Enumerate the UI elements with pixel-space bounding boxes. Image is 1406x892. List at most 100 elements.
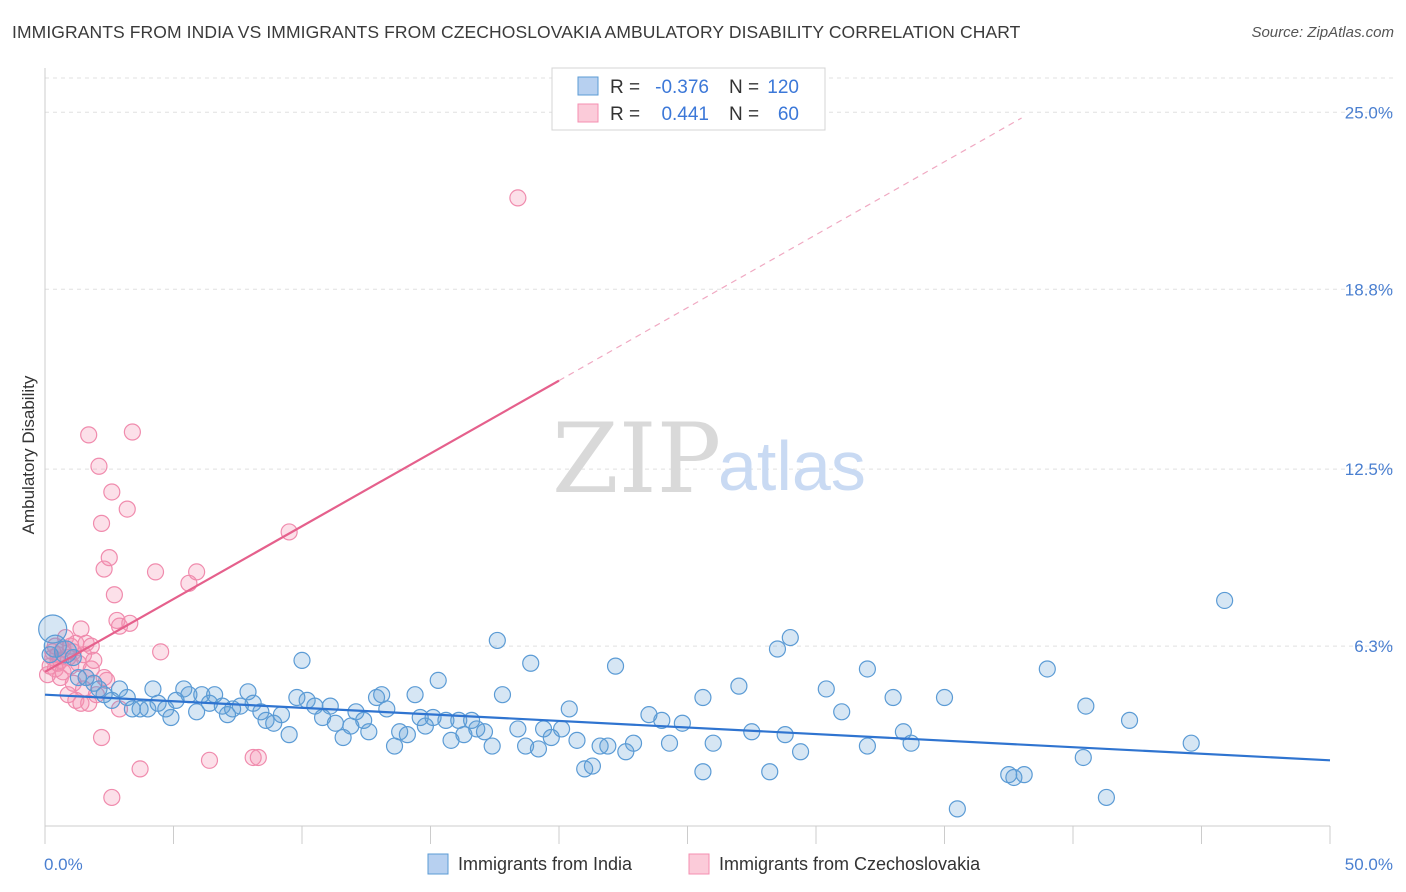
czechoslovakia-trend-line: [44, 379, 560, 673]
india-point: [1074, 748, 1092, 767]
chart-title: IMMIGRANTS FROM INDIA VS IMMIGRANTS FROM…: [12, 22, 1021, 42]
india-point: [321, 697, 339, 715]
india-point: [694, 763, 712, 781]
india-point: [704, 734, 722, 752]
india-point: [1038, 660, 1056, 678]
india-point: [483, 737, 501, 755]
india-point: [360, 723, 378, 741]
india-point: [694, 688, 712, 707]
india-point: [1182, 734, 1200, 752]
y-tick-label: 6.3%: [1354, 637, 1393, 656]
india-point: [1005, 768, 1023, 787]
legend-n-value-czech: 60: [778, 104, 799, 125]
series-czechoslovakia-points: [38, 189, 527, 807]
india-point: [488, 631, 506, 650]
trend-lines: [44, 117, 1331, 762]
india-point: [817, 680, 835, 698]
india-point: [568, 731, 586, 749]
czechoslovakia-point: [123, 423, 141, 441]
legend-swatch-czechoslovakia: [577, 103, 599, 123]
india-point: [1120, 711, 1139, 729]
czechoslovakia-point: [92, 514, 111, 532]
czechoslovakia-point: [100, 549, 118, 567]
watermark: ZIP atlas: [552, 403, 866, 515]
india-point: [673, 714, 691, 732]
czechoslovakia-point: [90, 457, 108, 475]
india-point: [1015, 766, 1033, 784]
legend-n-label-czech: N =: [729, 104, 759, 125]
czechoslovakia-point: [146, 563, 165, 581]
india-point: [144, 680, 162, 698]
india-point: [429, 671, 447, 689]
czechoslovakia-trend-extension: [558, 117, 1022, 382]
bottom-legend-label-czech: Immigrants from Czechoslovakia: [719, 854, 981, 874]
india-point: [560, 700, 578, 718]
india-point: [583, 757, 602, 775]
watermark-zip: ZIP: [552, 403, 721, 515]
czechoslovakia-point: [118, 500, 136, 518]
india-point: [213, 697, 231, 715]
india-point: [653, 711, 671, 729]
india-point: [730, 677, 748, 695]
india-point: [858, 660, 877, 678]
legend-n-label-india: N =: [729, 77, 759, 98]
india-point: [522, 654, 540, 672]
legend-swatch-india: [577, 76, 599, 96]
india-point: [41, 646, 59, 664]
india-point: [761, 763, 779, 781]
india-point: [1097, 788, 1116, 807]
y-tick-label: 25.0%: [1345, 103, 1393, 122]
india-point: [948, 800, 966, 818]
czechoslovakia-point: [80, 426, 98, 444]
india-point: [768, 640, 787, 658]
source-label: Source: ZipAtlas.com: [1251, 24, 1394, 41]
india-point: [529, 740, 548, 758]
czechoslovakia-point: [509, 189, 527, 207]
czechoslovakia-point: [103, 483, 121, 501]
india-point: [1077, 697, 1095, 715]
india-point: [272, 706, 291, 724]
india-point: [252, 703, 270, 721]
bottom-legend-swatch-india: [427, 853, 449, 875]
czechoslovakia-point: [72, 620, 90, 638]
czechoslovakia-point: [131, 760, 149, 778]
india-point: [552, 720, 571, 738]
y-tick-label: 12.5%: [1345, 460, 1393, 479]
india-point: [833, 703, 851, 721]
india-point: [398, 726, 416, 744]
india-point: [935, 688, 954, 707]
india-point: [188, 703, 206, 721]
x-tick-label-min: 0.0%: [44, 855, 83, 874]
india-point: [516, 737, 535, 755]
india-point: [624, 734, 643, 752]
legend-box: R = -0.376 N = 120 R = 0.441 N = 60: [551, 67, 826, 131]
czechoslovakia-point: [152, 643, 170, 661]
x-tick-labels: 0.0% 50.0%: [44, 855, 1393, 874]
czechoslovakia-point: [244, 748, 262, 767]
y-tick-labels: 6.3% 12.5% 18.8% 25.0%: [1345, 103, 1393, 656]
india-point: [288, 688, 306, 707]
gridlines: [45, 77, 1395, 647]
bottom-legend-label-india: Immigrants from India: [458, 854, 633, 874]
india-point: [475, 723, 494, 741]
bottom-legend: Immigrants from India Immigrants from Cz…: [427, 853, 981, 875]
x-tick-label-max: 50.0%: [1345, 855, 1393, 874]
india-point: [493, 686, 512, 704]
india-point: [162, 708, 180, 727]
india-point: [280, 726, 298, 744]
y-tick-label: 18.8%: [1345, 280, 1393, 299]
india-point: [858, 737, 877, 755]
india-trend-line: [44, 693, 1331, 762]
india-point: [884, 688, 902, 707]
czechoslovakia-point: [103, 788, 121, 807]
india-point: [367, 688, 386, 707]
india-point: [776, 726, 794, 744]
legend-n-value-india: 120: [767, 77, 799, 98]
india-point: [385, 737, 404, 755]
india-point: [406, 686, 424, 704]
india-point: [791, 743, 810, 761]
czechoslovakia-point: [188, 563, 206, 581]
czechoslovakia-point: [105, 586, 123, 604]
india-point: [660, 734, 679, 752]
